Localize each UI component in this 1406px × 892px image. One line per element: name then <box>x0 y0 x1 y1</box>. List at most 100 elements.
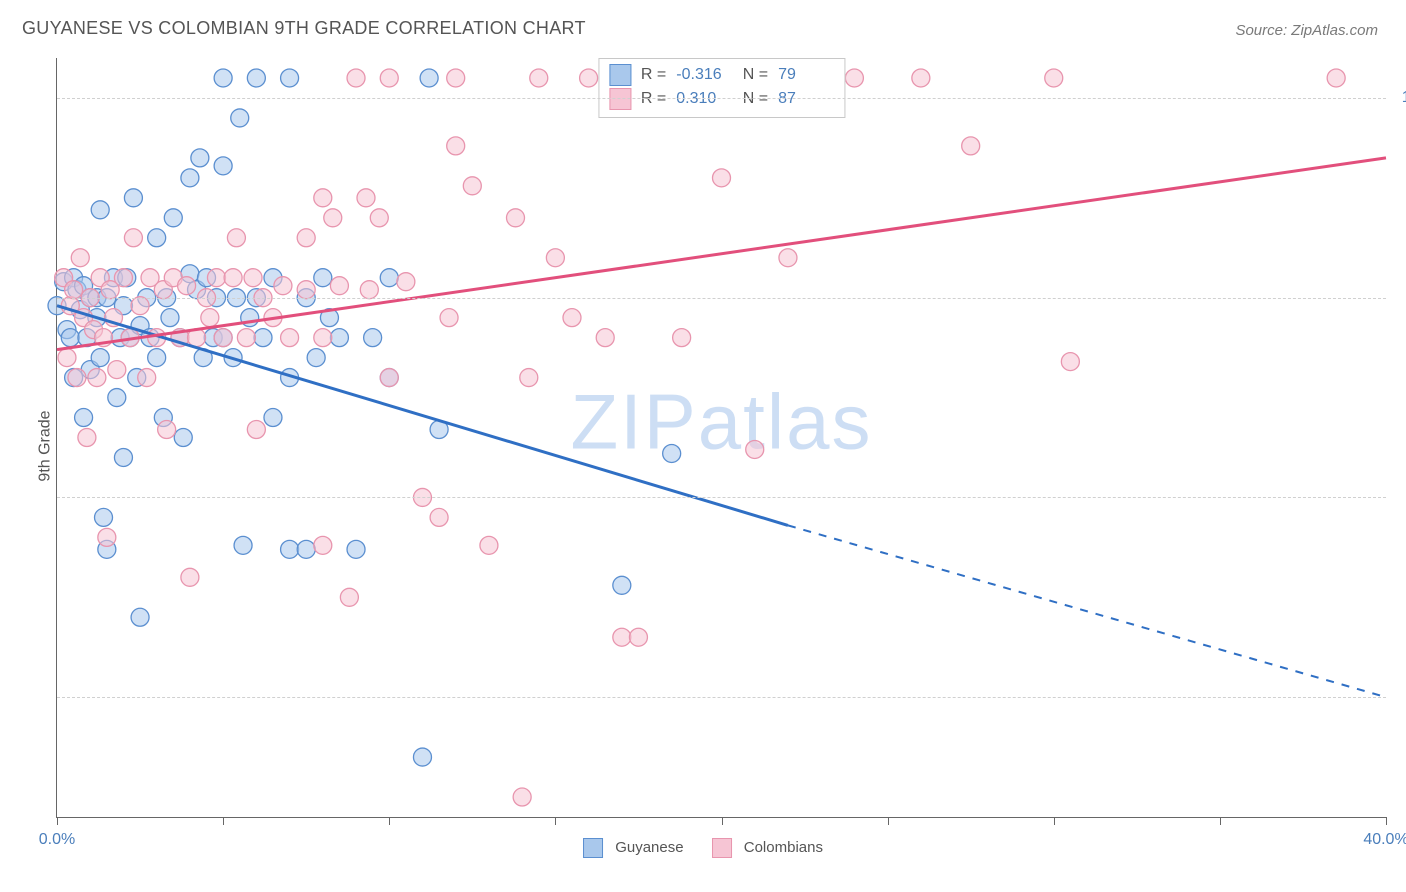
data-point <box>181 568 199 586</box>
r-value-colombians: 0.310 <box>676 87 728 111</box>
y-tick-label: 90.0% <box>1396 488 1406 506</box>
data-point <box>613 576 631 594</box>
data-point <box>227 229 245 247</box>
data-point <box>214 329 232 347</box>
data-point <box>88 369 106 387</box>
data-point <box>297 540 315 558</box>
source-attribution: Source: ZipAtlas.com <box>1235 22 1378 39</box>
legend-label-colombians: Colombians <box>744 839 823 856</box>
data-point <box>281 329 299 347</box>
stats-row-colombians: R = 0.310 N = 87 <box>609 87 830 111</box>
data-point <box>201 309 219 327</box>
scatter-svg <box>57 58 1386 817</box>
data-point <box>463 177 481 195</box>
data-point <box>1061 353 1079 371</box>
data-point <box>845 69 863 87</box>
data-point <box>746 440 764 458</box>
data-point <box>148 349 166 367</box>
r-value-guyanese: -0.316 <box>676 63 728 87</box>
n-value-colombians: 87 <box>778 87 830 111</box>
data-point <box>191 149 209 167</box>
n-value-guyanese: 79 <box>778 63 830 87</box>
data-point <box>71 249 89 267</box>
data-point <box>98 528 116 546</box>
x-tick <box>555 817 556 825</box>
data-point <box>513 788 531 806</box>
x-tick-label: 0.0% <box>39 831 75 849</box>
y-tick-label: 85.0% <box>1396 688 1406 706</box>
data-point <box>507 209 525 227</box>
data-point <box>58 349 76 367</box>
data-point <box>347 540 365 558</box>
data-point <box>370 209 388 227</box>
data-point <box>181 169 199 187</box>
legend-swatch-colombians <box>712 838 732 858</box>
data-point <box>447 69 465 87</box>
data-point <box>214 157 232 175</box>
data-point <box>520 369 538 387</box>
x-tick <box>223 817 224 825</box>
data-point <box>281 540 299 558</box>
data-point <box>237 329 255 347</box>
data-point <box>357 189 375 207</box>
n-label: N = <box>738 63 768 87</box>
data-point <box>61 329 79 347</box>
data-point <box>563 309 581 327</box>
data-point <box>174 429 192 447</box>
data-point <box>340 588 358 606</box>
data-point <box>962 137 980 155</box>
data-point <box>530 69 548 87</box>
plot-area: ZIPatlas R = -0.316 N = 79 R = 0.310 N =… <box>56 58 1386 818</box>
data-point <box>596 329 614 347</box>
data-point <box>75 409 93 427</box>
data-point <box>148 229 166 247</box>
data-point <box>247 421 265 439</box>
data-point <box>440 309 458 327</box>
data-point <box>912 69 930 87</box>
data-point <box>161 309 179 327</box>
gridline-h <box>57 497 1386 498</box>
data-point <box>158 421 176 439</box>
data-point <box>420 69 438 87</box>
data-point <box>430 508 448 526</box>
data-point <box>178 277 196 295</box>
data-point <box>663 444 681 462</box>
data-point <box>673 329 691 347</box>
data-point <box>447 137 465 155</box>
data-point <box>1327 69 1345 87</box>
data-point <box>613 628 631 646</box>
data-point <box>254 329 272 347</box>
data-point <box>397 273 415 291</box>
y-tick-label: 100.0% <box>1396 89 1406 107</box>
data-point <box>78 429 96 447</box>
data-point <box>480 536 498 554</box>
stats-row-guyanese: R = -0.316 N = 79 <box>609 63 830 87</box>
data-point <box>380 369 398 387</box>
swatch-guyanese <box>609 64 631 86</box>
data-point <box>91 201 109 219</box>
x-tick <box>389 817 390 825</box>
y-tick-label: 95.0% <box>1396 289 1406 307</box>
data-point <box>364 329 382 347</box>
data-point <box>413 748 431 766</box>
data-point <box>314 189 332 207</box>
data-point <box>314 269 332 287</box>
r-label: R = <box>641 87 666 111</box>
bottom-legend: Guyanese Colombians <box>583 838 823 858</box>
data-point <box>274 277 292 295</box>
data-point <box>124 189 142 207</box>
x-tick <box>1054 817 1055 825</box>
data-point <box>231 109 249 127</box>
gridline-h <box>57 98 1386 99</box>
data-point <box>314 536 332 554</box>
data-point <box>95 508 113 526</box>
data-point <box>713 169 731 187</box>
gridline-h <box>57 697 1386 698</box>
data-point <box>380 69 398 87</box>
data-point <box>330 277 348 295</box>
x-tick <box>888 817 889 825</box>
data-point <box>324 209 342 227</box>
data-point <box>297 281 315 299</box>
legend-swatch-guyanese <box>583 838 603 858</box>
swatch-colombians <box>609 88 631 110</box>
